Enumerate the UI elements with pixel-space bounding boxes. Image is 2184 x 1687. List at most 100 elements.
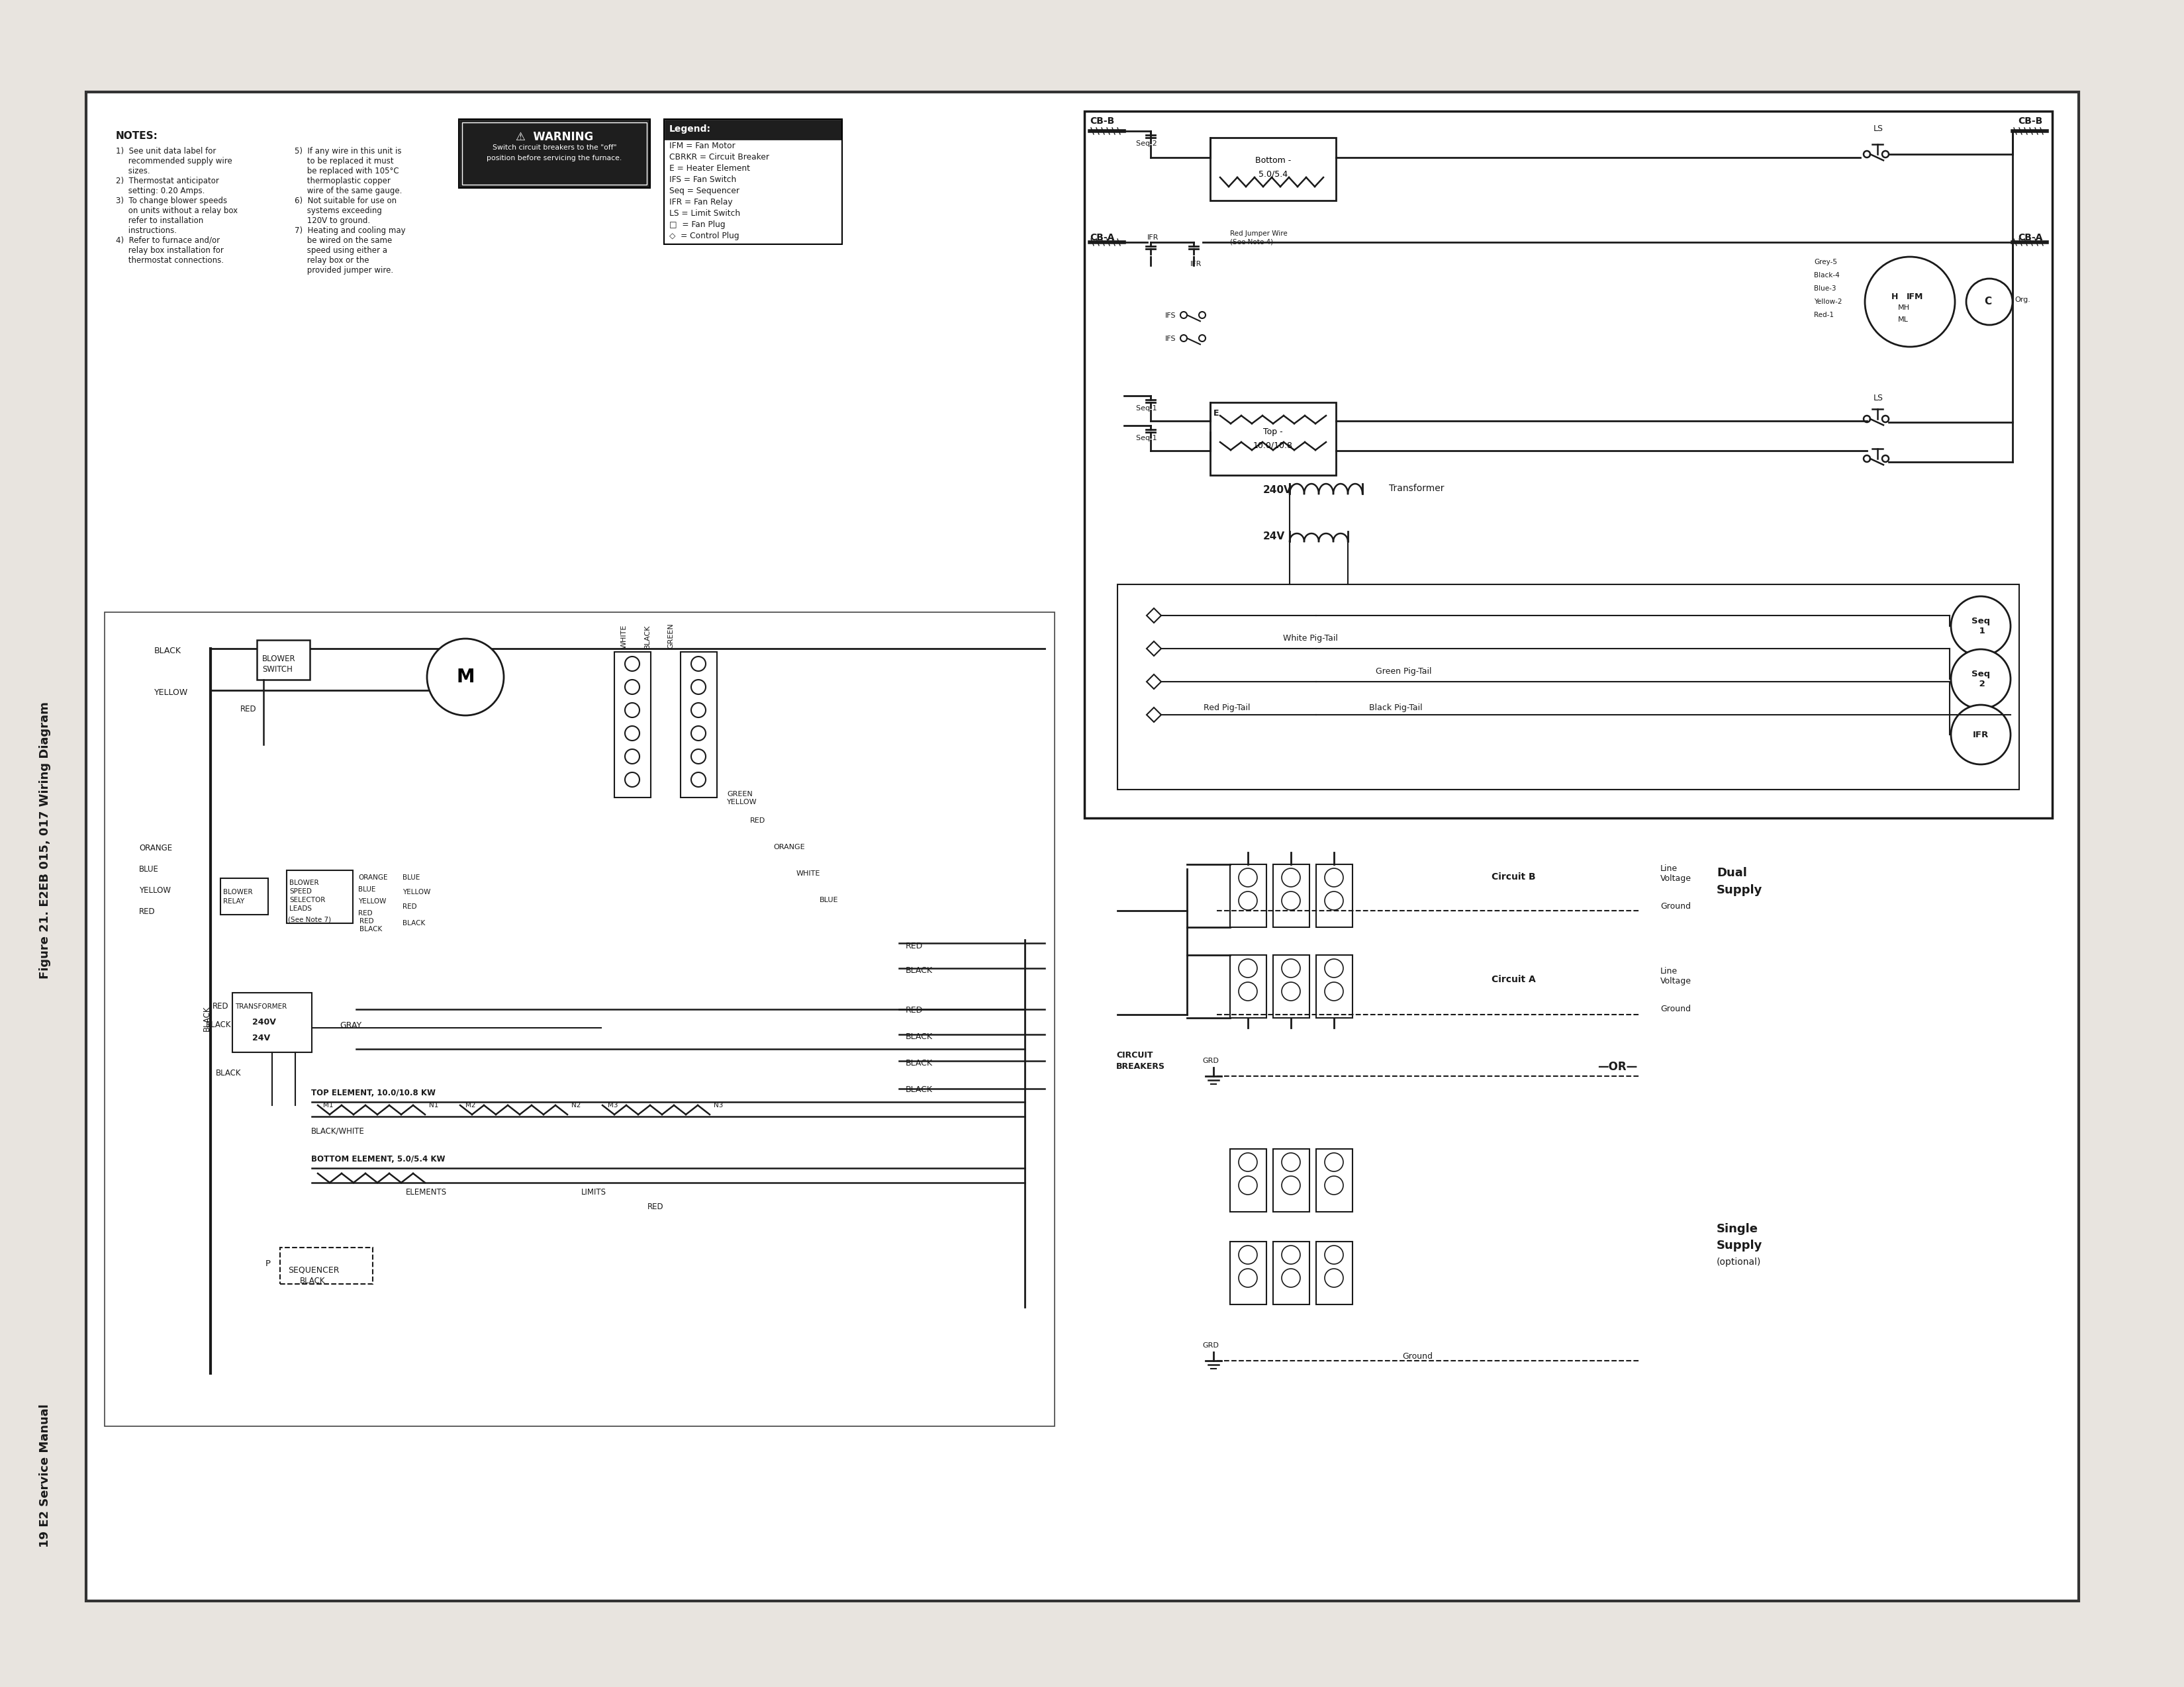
- Text: CBRKR = Circuit Breaker: CBRKR = Circuit Breaker: [668, 154, 769, 162]
- Circle shape: [1238, 1152, 1258, 1171]
- Text: —OR—: —OR—: [1597, 1061, 1638, 1073]
- Circle shape: [1199, 336, 1206, 341]
- Text: N1: N1: [428, 1102, 439, 1108]
- Text: 4)  Refer to furnace and/or: 4) Refer to furnace and/or: [116, 236, 221, 245]
- Text: BLUE: BLUE: [402, 874, 419, 881]
- Bar: [1230, 955, 1267, 1017]
- Circle shape: [1238, 958, 1258, 977]
- Circle shape: [625, 680, 640, 695]
- Circle shape: [1238, 891, 1258, 909]
- Text: 5.0/5.4: 5.0/5.4: [1258, 169, 1289, 179]
- Circle shape: [1282, 1152, 1299, 1171]
- Text: CB-A: CB-A: [2018, 233, 2042, 243]
- Circle shape: [1883, 455, 1889, 462]
- Text: IFS: IFS: [1164, 336, 1175, 342]
- Text: 120V to ground.: 120V to ground.: [295, 216, 369, 224]
- Text: White Pig-Tail: White Pig-Tail: [1282, 634, 1339, 643]
- Text: GREEN: GREEN: [668, 623, 675, 648]
- Circle shape: [625, 749, 640, 764]
- Text: IFR: IFR: [1147, 234, 1160, 241]
- Circle shape: [625, 703, 640, 717]
- Text: 3)  To change blower speeds: 3) To change blower speeds: [116, 197, 227, 206]
- Text: 240V: 240V: [1262, 486, 1293, 494]
- Text: BLOWER: BLOWER: [262, 655, 295, 663]
- Text: YELLOW: YELLOW: [358, 897, 387, 904]
- Text: BLACK: BLACK: [906, 967, 933, 975]
- Text: 5)  If any wire in this unit is: 5) If any wire in this unit is: [295, 147, 402, 155]
- Text: BLACK: BLACK: [205, 1021, 232, 1029]
- Circle shape: [1950, 705, 2011, 764]
- Text: Grey-5: Grey-5: [1815, 258, 1837, 265]
- Text: BLACK: BLACK: [906, 1085, 933, 1093]
- Text: position before servicing the furnace.: position before servicing the furnace.: [487, 155, 622, 162]
- Text: BLACK: BLACK: [299, 1277, 325, 1285]
- Bar: [1317, 1149, 1352, 1211]
- Circle shape: [1326, 1269, 1343, 1287]
- Text: YELLOW: YELLOW: [155, 688, 188, 697]
- Circle shape: [1326, 1176, 1343, 1194]
- Circle shape: [1863, 415, 1870, 422]
- Text: provided jumper wire.: provided jumper wire.: [295, 267, 393, 275]
- Text: Dual: Dual: [1717, 867, 1747, 879]
- Circle shape: [1282, 869, 1299, 887]
- Bar: [1273, 1242, 1310, 1304]
- Text: BLACK: BLACK: [216, 1070, 240, 1078]
- Text: 24V: 24V: [251, 1034, 271, 1043]
- Text: (optional): (optional): [1717, 1257, 1760, 1267]
- Text: IFS: IFS: [1164, 312, 1175, 319]
- Text: BLACK: BLACK: [906, 1032, 933, 1041]
- Text: CB-B: CB-B: [1090, 116, 1114, 127]
- Circle shape: [1179, 312, 1186, 319]
- Text: Voltage: Voltage: [1660, 874, 1690, 882]
- Text: Black-4: Black-4: [1815, 272, 1839, 278]
- Text: M3: M3: [607, 1102, 618, 1108]
- Text: YELLOW: YELLOW: [140, 886, 170, 894]
- Circle shape: [1179, 336, 1186, 341]
- Text: Supply: Supply: [1717, 884, 1762, 896]
- Text: TOP ELEMENT, 10.0/10.8 KW: TOP ELEMENT, 10.0/10.8 KW: [310, 1088, 435, 1097]
- Text: Bottom -: Bottom -: [1256, 157, 1291, 165]
- Text: M: M: [456, 668, 474, 687]
- Circle shape: [1282, 891, 1299, 909]
- Text: BLACK/WHITE: BLACK/WHITE: [310, 1127, 365, 1135]
- Text: on units without a relay box: on units without a relay box: [116, 206, 238, 216]
- Text: Circuit B: Circuit B: [1492, 872, 1535, 882]
- Circle shape: [625, 773, 640, 786]
- Text: MH: MH: [1898, 304, 1911, 310]
- Text: wire of the same gauge.: wire of the same gauge.: [295, 187, 402, 196]
- Bar: [1273, 955, 1310, 1017]
- Circle shape: [1950, 596, 2011, 656]
- Text: LIMITS: LIMITS: [581, 1188, 607, 1196]
- Circle shape: [1865, 256, 1955, 348]
- Text: be wired on the same: be wired on the same: [295, 236, 393, 245]
- Text: 19 E2 Service Manual: 19 E2 Service Manual: [39, 1404, 50, 1547]
- Bar: [463, 123, 646, 184]
- Polygon shape: [1147, 641, 1162, 656]
- Bar: [1317, 864, 1352, 928]
- Text: Red-1: Red-1: [1815, 312, 1835, 319]
- Text: C: C: [1983, 297, 1992, 307]
- Circle shape: [1863, 150, 1870, 157]
- Circle shape: [1238, 982, 1258, 1000]
- Text: BLACK: BLACK: [155, 646, 181, 655]
- Circle shape: [1883, 415, 1889, 422]
- Text: instructions.: instructions.: [116, 226, 177, 234]
- Text: E: E: [1214, 408, 1219, 418]
- Circle shape: [625, 656, 640, 671]
- Text: BLOWER: BLOWER: [223, 889, 253, 896]
- Text: IFR: IFR: [1190, 261, 1201, 267]
- Bar: [221, 879, 269, 914]
- Text: RED
BLACK: RED BLACK: [360, 918, 382, 933]
- Text: Green Pig-Tail: Green Pig-Tail: [1376, 666, 1433, 676]
- Text: LEADS: LEADS: [288, 906, 312, 913]
- Circle shape: [690, 773, 705, 786]
- Circle shape: [625, 725, 640, 741]
- Text: relay box installation for: relay box installation for: [116, 246, 223, 255]
- Text: Yellow-2: Yellow-2: [1815, 299, 1841, 305]
- Circle shape: [1863, 455, 1870, 462]
- Text: Switch circuit breakers to the "off": Switch circuit breakers to the "off": [491, 145, 616, 150]
- Text: RELAY: RELAY: [223, 897, 245, 904]
- Text: speed using either a: speed using either a: [295, 246, 387, 255]
- Text: IFM: IFM: [1907, 292, 1924, 302]
- Text: be replaced with 105°C: be replaced with 105°C: [295, 167, 400, 175]
